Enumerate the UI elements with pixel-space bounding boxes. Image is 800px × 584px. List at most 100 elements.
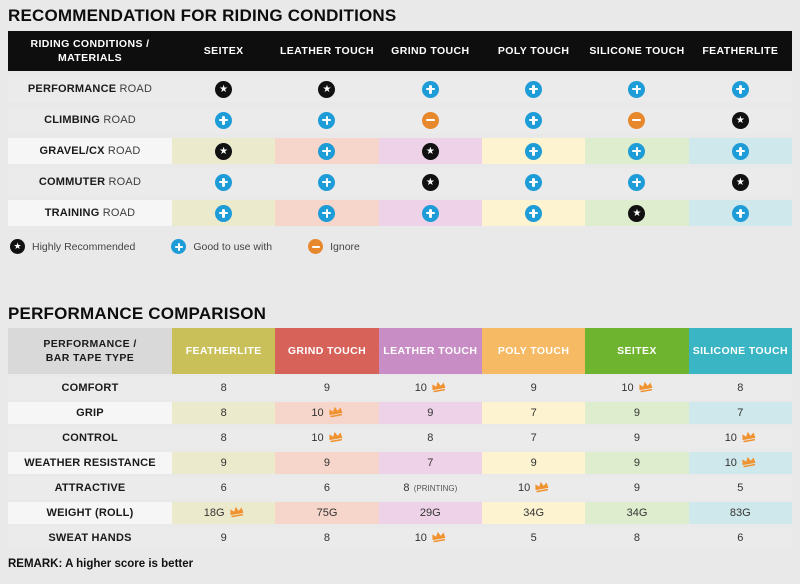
rating-cell: [172, 169, 276, 196]
star-icon: ★: [10, 239, 25, 255]
performance-row: WEATHER RESISTANCE 9 9 7 9 9 10: [8, 451, 792, 474]
score-cell: 10: [481, 476, 586, 499]
row-label-rest: ROAD: [105, 176, 142, 189]
rating-cell: [585, 138, 689, 165]
score-value: 10: [724, 457, 737, 470]
score-cell: 9: [172, 526, 276, 549]
riding-conditions-row: PERFORMANCE ROAD ★ ★: [8, 76, 792, 103]
score-value: 9: [633, 456, 641, 469]
plus-icon: [215, 173, 233, 191]
score-value: 9: [323, 381, 331, 394]
plus-icon: [318, 111, 336, 129]
score-value: 8: [427, 431, 434, 444]
score-cell: 9: [585, 451, 689, 474]
star-icon: ★: [10, 239, 25, 255]
rating-cell: ★: [275, 76, 379, 103]
plus-icon: [171, 239, 187, 255]
rating-cell: ★: [688, 107, 792, 134]
performance-comparison-table: PERFORMANCE / BAR TAPE TYPE FEATHERLITE …: [8, 325, 792, 552]
score-value: 9: [633, 481, 641, 494]
score-cell: 5: [688, 476, 792, 499]
rating-cell: ★: [172, 138, 276, 165]
score-value: 9: [220, 456, 227, 469]
score-cell: 9: [481, 376, 586, 399]
row-label-strong: COMMUTER: [38, 176, 106, 189]
rating-cell: ★: [378, 138, 482, 165]
rating-cell: [172, 200, 276, 227]
score-value: 83G: [729, 506, 751, 519]
score-value: 10: [621, 382, 634, 395]
column-header-poly-touch: POLY TOUCH: [481, 327, 586, 374]
riding-conditions-row: GRAVEL/CX ROAD ★ ★: [8, 138, 792, 165]
score-cell: 7: [378, 451, 482, 474]
score-value: 7: [737, 406, 744, 419]
rating-cell: [378, 107, 482, 134]
score-value: 9: [530, 456, 537, 469]
score-value: 8: [737, 381, 744, 394]
row-label-strong: TRAINING: [44, 207, 100, 220]
plus-icon: [731, 80, 749, 98]
score-cell: 9: [585, 401, 689, 424]
row-label: CONTROL: [8, 426, 172, 449]
score-cell: 8: [172, 376, 276, 399]
remark-text: REMARK: A higher score is better: [8, 557, 194, 570]
legend: ★ Highly Recommended Good to use with Ig…: [10, 239, 792, 255]
row-label-rest: ROAD: [99, 207, 136, 220]
rating-cell: [481, 200, 586, 227]
rating-cell: [481, 107, 586, 134]
row-label: ATTRACTIVE: [8, 476, 172, 499]
score-cell: 9: [585, 476, 689, 499]
score-cell: 75G: [275, 501, 379, 524]
row-label-rest: ROAD: [104, 145, 141, 158]
crown-icon: [432, 532, 446, 543]
star-icon: ★: [318, 80, 336, 98]
column-header-leather-touch: LEATHER TOUCH: [275, 31, 379, 72]
score-value: 8: [220, 406, 227, 419]
score-cell: 18G: [172, 501, 276, 524]
legend-label: Ignore: [330, 240, 360, 253]
column-header-featherlite: FEATHERLITE: [688, 31, 792, 72]
score-cell: 6: [172, 476, 276, 499]
score-value: 6: [220, 481, 227, 494]
header-label-line1: RIDING CONDITIONS /: [30, 38, 150, 51]
score-value: 10: [414, 532, 427, 545]
rating-cell: [688, 76, 792, 103]
row-label: PERFORMANCE ROAD: [8, 76, 172, 103]
score-cell: 6: [688, 526, 792, 549]
score-note: (PRINTING): [411, 483, 458, 493]
plus-icon: [525, 80, 543, 98]
score-cell: 10: [688, 451, 792, 474]
rating-cell: [275, 200, 379, 227]
rating-cell: [585, 169, 689, 196]
score-value: 29G: [419, 506, 441, 519]
score-value: 8: [403, 481, 410, 494]
score-cell: 34G: [585, 501, 689, 524]
header-label-line2: MATERIALS: [57, 52, 123, 65]
rating-cell: [481, 169, 586, 196]
score-value: 9: [427, 406, 434, 419]
performance-row: CONTROL 8 10 8 7 9 10: [8, 426, 792, 449]
score-cell: 10: [275, 401, 379, 424]
score-value: 8: [220, 431, 227, 444]
rating-cell: [275, 107, 379, 134]
score-value: 10: [518, 482, 531, 495]
plus-icon: [171, 239, 187, 255]
score-cell: 8: [688, 376, 792, 399]
row-label-rest: ROAD: [100, 114, 136, 127]
score-cell: 5: [481, 526, 586, 549]
crown-icon: [432, 382, 446, 393]
column-header-seitex: SEITEX: [172, 31, 276, 72]
score-value: 9: [220, 531, 227, 544]
legend-label: Highly Recommended: [32, 240, 136, 253]
column-header-grind-touch: GRIND TOUCH: [378, 31, 482, 72]
crown-icon: [535, 482, 549, 493]
score-cell: 29G: [378, 501, 482, 524]
riding-conditions-title: RECOMMENDATION FOR RIDING CONDITIONS: [8, 6, 397, 25]
score-cell: 10: [378, 526, 482, 549]
score-cell: 7: [688, 401, 792, 424]
performance-header-label: PERFORMANCE / BAR TAPE TYPE: [8, 327, 172, 374]
score-cell: 8 (PRINTING): [378, 476, 482, 499]
rating-cell: [275, 138, 379, 165]
rating-cell: [172, 107, 276, 134]
